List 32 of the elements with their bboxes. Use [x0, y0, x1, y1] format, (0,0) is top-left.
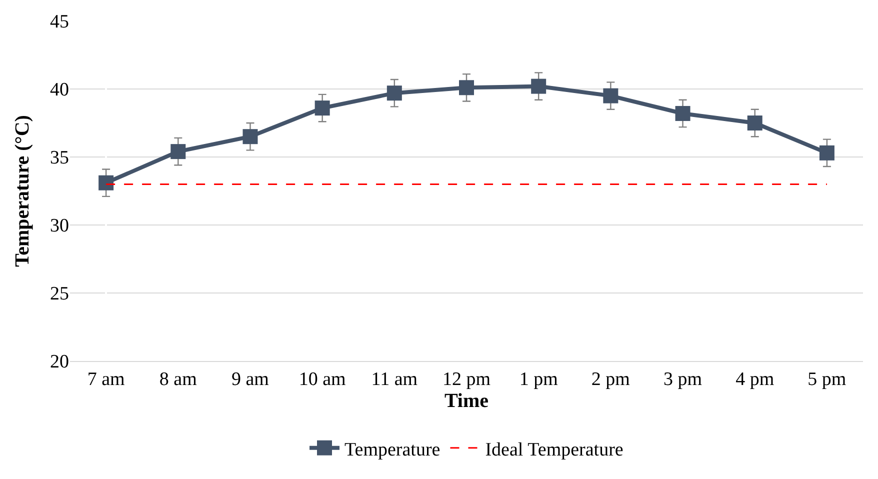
point [170, 144, 186, 160]
x-tick-label: 1 pm [519, 368, 558, 390]
point [675, 106, 690, 121]
x-tick-label: 12 pm [442, 368, 491, 390]
point [603, 88, 618, 104]
x-tick-label: 4 pm [736, 368, 774, 390]
x-tick-label: 9 am [231, 368, 270, 390]
y-tick-label: 35 [50, 148, 69, 169]
x-tick-label: 2 pm [591, 368, 630, 390]
y-tick-label: 20 [50, 352, 69, 373]
point [98, 175, 114, 190]
point [819, 145, 834, 160]
y-tick-label: 45 [50, 12, 69, 33]
point [314, 100, 330, 116]
x-tick-label: 3 pm [664, 368, 702, 390]
legend-label: Ideal Temperature [485, 439, 624, 460]
x-tick-label: 7 am [87, 368, 125, 390]
point [459, 80, 474, 96]
x-tick-label: 8 am [159, 368, 198, 390]
point [747, 116, 762, 130]
x-tick-label: 5 pm [808, 368, 846, 390]
y-tick-label: 30 [50, 216, 69, 237]
x-tick-label: 10 am [298, 368, 346, 390]
y-axis-title: Temperature (°C) [12, 115, 34, 267]
point [531, 78, 546, 94]
x-axis-title: Time [444, 390, 489, 412]
legend-label: Temperature [344, 439, 440, 460]
point [386, 86, 402, 101]
point [242, 129, 258, 144]
x-tick-label: 11 am [371, 368, 418, 390]
y-tick-label: 40 [50, 80, 69, 101]
y-tick-label: 25 [50, 284, 69, 305]
